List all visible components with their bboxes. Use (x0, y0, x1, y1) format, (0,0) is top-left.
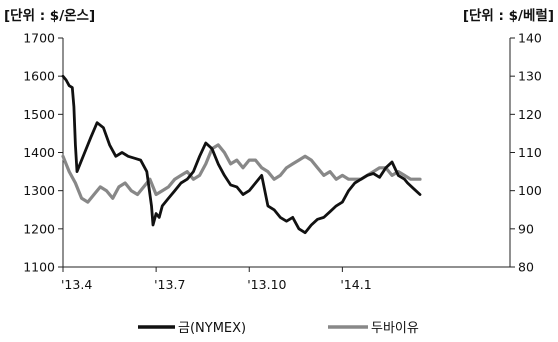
left-axis-ticks: 1100 1200 1300 1400 1500 1600 1700 (23, 31, 63, 275)
series-layer (61, 74, 422, 235)
x-tick-label: '14.1 (340, 277, 371, 292)
left-tick-label: 1400 (23, 145, 55, 160)
right-tick-label: 130 (518, 69, 542, 84)
plot-frame (62, 38, 511, 268)
left-tick-label: 1300 (23, 183, 55, 198)
x-tick-label: '13.7 (154, 277, 185, 292)
right-tick-label: 90 (518, 221, 534, 236)
right-tick-label: 80 (518, 260, 534, 275)
x-axis-ticks: '13.4 '13.7 '13.10 '14.1 (61, 267, 372, 292)
legend-label-gold: 금(NYMEX) (178, 321, 246, 336)
x-tick-label: '13.4 (61, 277, 92, 292)
right-tick-label: 100 (518, 183, 542, 198)
x-tick-label: '13.10 (247, 277, 286, 292)
legend: 금(NYMEX) 두바이유 (138, 321, 419, 336)
left-axis-unit: [단위 : $/온스] (4, 7, 95, 24)
series-line-gold (61, 74, 422, 235)
right-tick-label: 120 (518, 107, 542, 122)
left-tick-label: 1200 (23, 221, 55, 236)
right-axis-unit: [단위 : $/베럴] (463, 7, 554, 24)
left-tick-label: 1600 (23, 69, 55, 84)
left-tick-label: 1700 (23, 31, 55, 46)
left-tick-label: 1500 (23, 107, 55, 122)
series-line-dubai (61, 143, 422, 204)
legend-label-dubai: 두바이유 (371, 321, 419, 336)
right-axis-ticks: 80 90 100 110 120 130 140 (510, 31, 542, 275)
right-tick-label: 140 (518, 31, 542, 46)
right-tick-label: 110 (518, 145, 542, 160)
left-tick-label: 1100 (23, 260, 55, 275)
